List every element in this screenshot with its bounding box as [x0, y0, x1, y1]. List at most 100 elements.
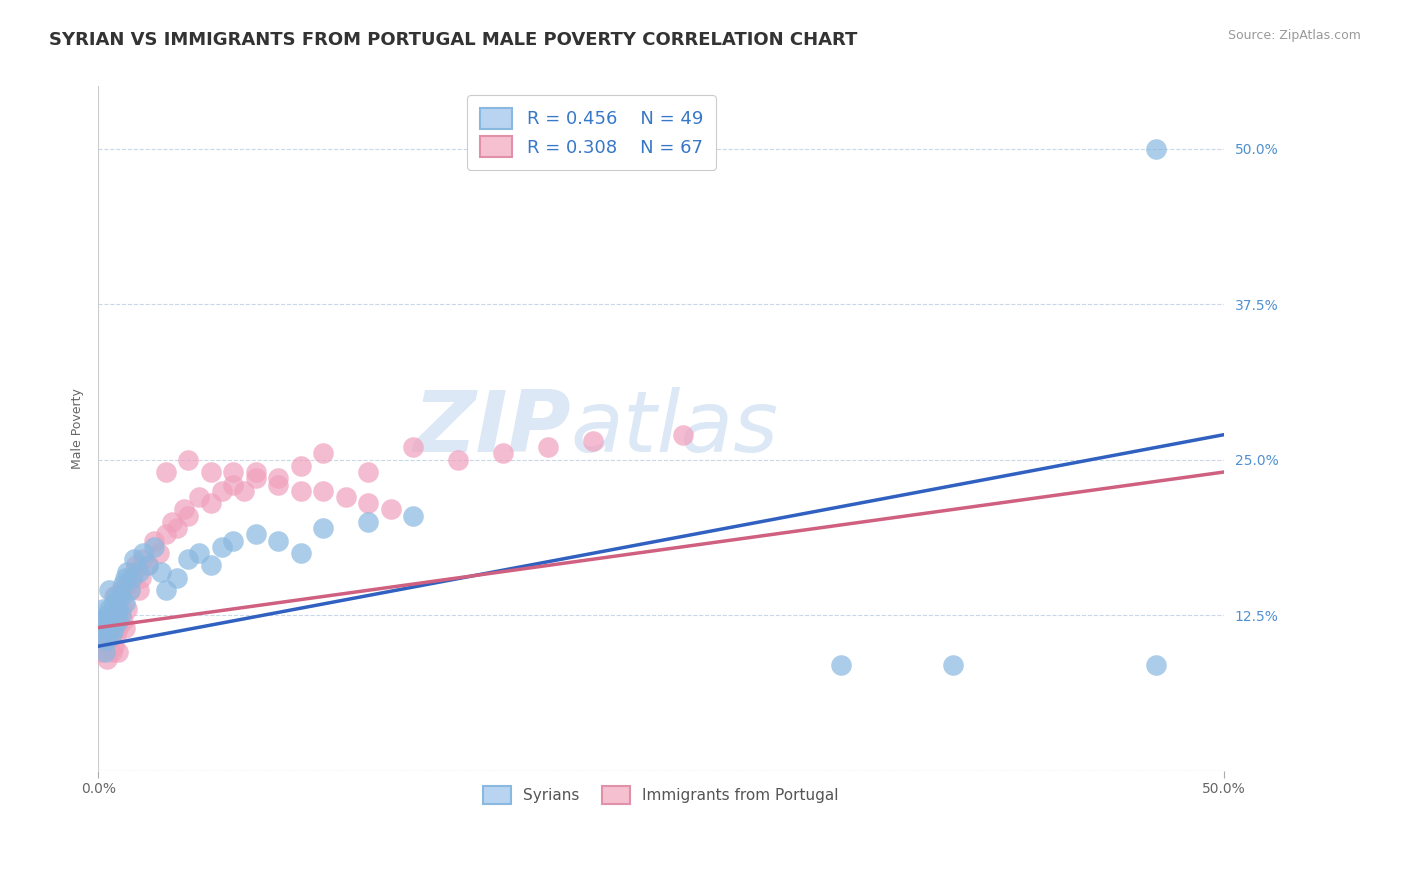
Point	[672, 427, 695, 442]
Point	[312, 483, 335, 498]
Point	[211, 483, 233, 498]
Point	[96, 608, 118, 623]
Point	[128, 565, 150, 579]
Point	[107, 602, 129, 616]
Point	[447, 452, 470, 467]
Point	[245, 471, 267, 485]
Point	[942, 657, 965, 672]
Point	[103, 608, 125, 623]
Point	[117, 565, 139, 579]
Point	[114, 571, 136, 585]
Text: Source: ZipAtlas.com: Source: ZipAtlas.com	[1227, 29, 1361, 43]
Point	[166, 571, 188, 585]
Point	[103, 621, 125, 635]
Point	[122, 552, 145, 566]
Point	[89, 627, 111, 641]
Point	[117, 602, 139, 616]
Point	[89, 645, 111, 659]
Point	[89, 615, 111, 629]
Point	[830, 657, 852, 672]
Point	[267, 533, 290, 548]
Point	[105, 602, 128, 616]
Point	[107, 645, 129, 659]
Point	[94, 640, 117, 654]
Point	[96, 651, 118, 665]
Point	[200, 496, 222, 510]
Point	[267, 477, 290, 491]
Point	[94, 621, 117, 635]
Point	[233, 483, 256, 498]
Point	[132, 546, 155, 560]
Point	[136, 558, 159, 573]
Point	[290, 546, 312, 560]
Point	[245, 527, 267, 541]
Y-axis label: Male Poverty: Male Poverty	[72, 388, 84, 469]
Point	[110, 602, 132, 616]
Point	[114, 596, 136, 610]
Point	[100, 645, 122, 659]
Point	[98, 615, 121, 629]
Point	[188, 490, 211, 504]
Point	[117, 577, 139, 591]
Point	[96, 633, 118, 648]
Point	[200, 465, 222, 479]
Point	[94, 645, 117, 659]
Point	[177, 452, 200, 467]
Point	[136, 558, 159, 573]
Point	[200, 558, 222, 573]
Point	[222, 533, 245, 548]
Point	[98, 583, 121, 598]
Point	[110, 608, 132, 623]
Text: atlas: atlas	[571, 387, 779, 470]
Point	[103, 640, 125, 654]
Point	[162, 515, 184, 529]
Point	[105, 590, 128, 604]
Point	[129, 571, 152, 585]
Point	[111, 615, 134, 629]
Point	[100, 627, 122, 641]
Point	[128, 583, 150, 598]
Point	[107, 615, 129, 629]
Point	[177, 552, 200, 566]
Point	[245, 465, 267, 479]
Point	[222, 465, 245, 479]
Point	[111, 577, 134, 591]
Point	[402, 440, 425, 454]
Point	[91, 633, 114, 648]
Point	[1144, 657, 1167, 672]
Text: ZIP: ZIP	[413, 387, 571, 470]
Point	[166, 521, 188, 535]
Point	[125, 558, 148, 573]
Point	[582, 434, 605, 448]
Point	[155, 583, 177, 598]
Point	[335, 490, 357, 504]
Point	[402, 508, 425, 523]
Point	[91, 602, 114, 616]
Text: SYRIAN VS IMMIGRANTS FROM PORTUGAL MALE POVERTY CORRELATION CHART: SYRIAN VS IMMIGRANTS FROM PORTUGAL MALE …	[49, 31, 858, 49]
Point	[357, 496, 380, 510]
Point	[105, 608, 128, 623]
Point	[150, 565, 173, 579]
Point	[173, 502, 195, 516]
Point	[177, 508, 200, 523]
Point	[211, 540, 233, 554]
Point	[100, 627, 122, 641]
Point	[312, 446, 335, 460]
Point	[357, 465, 380, 479]
Point	[148, 546, 170, 560]
Point	[290, 458, 312, 473]
Point	[98, 633, 121, 648]
Point	[1144, 142, 1167, 156]
Point	[357, 515, 380, 529]
Point	[290, 483, 312, 498]
Point	[121, 571, 143, 585]
Point	[91, 615, 114, 629]
Point	[188, 546, 211, 560]
Point	[98, 602, 121, 616]
Point	[103, 590, 125, 604]
Point	[94, 621, 117, 635]
Point	[110, 583, 132, 598]
Legend: Syrians, Immigrants from Portugal: Syrians, Immigrants from Portugal	[472, 775, 849, 814]
Point	[492, 446, 515, 460]
Point	[537, 440, 560, 454]
